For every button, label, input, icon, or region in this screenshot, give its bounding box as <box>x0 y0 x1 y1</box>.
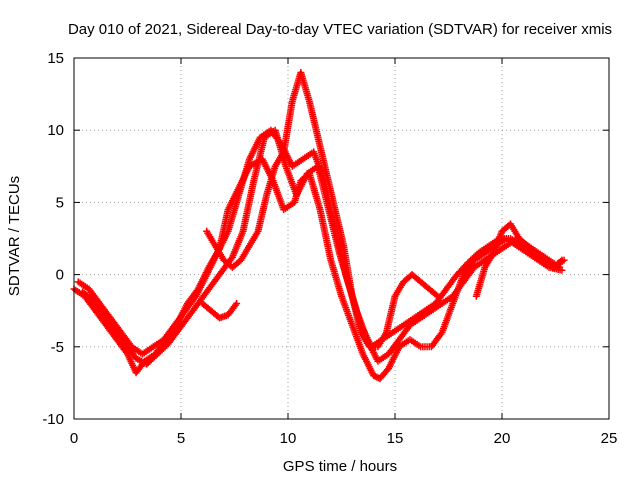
x-tick-label: 5 <box>177 430 185 447</box>
series-track-d <box>203 68 442 351</box>
data-point <box>556 257 564 265</box>
data-point <box>432 291 440 299</box>
x-tick-label: 10 <box>280 430 297 447</box>
y-tick-label: -10 <box>42 411 64 428</box>
x-axis-label: GPS time / hours <box>283 458 397 475</box>
x-tick-label: 15 <box>387 430 404 447</box>
chart-title: Day 010 of 2021, Sidereal Day-to-day VTE… <box>68 21 612 38</box>
y-axis-label: SDTVAR / TECUs <box>6 176 23 296</box>
data-point <box>233 299 241 307</box>
plot-border <box>73 57 610 420</box>
y-tick-label: 5 <box>56 194 64 211</box>
series-track-e <box>198 299 241 322</box>
series-track-f <box>472 220 566 300</box>
y-tick-label: -5 <box>51 339 64 356</box>
y-tick-label: 15 <box>47 50 64 67</box>
x-tick-label: 20 <box>494 430 511 447</box>
y-tick-label: 0 <box>56 267 64 284</box>
x-tick-label: 0 <box>70 430 78 447</box>
data-point <box>558 256 566 264</box>
series-track-a <box>70 155 566 383</box>
axis-ticks: 0 5 10 15 20 25 -10 -5 0 5 10 15 <box>42 50 617 447</box>
y-tick-label: 10 <box>47 122 64 139</box>
x-tick-label: 25 <box>601 430 618 447</box>
data-points <box>70 68 568 383</box>
data-point <box>434 292 442 300</box>
